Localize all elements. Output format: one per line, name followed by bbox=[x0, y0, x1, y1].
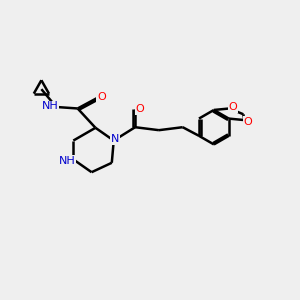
Text: NH: NH bbox=[42, 101, 59, 111]
Text: O: O bbox=[244, 117, 253, 127]
Text: O: O bbox=[97, 92, 106, 102]
Text: N: N bbox=[111, 134, 119, 144]
Text: O: O bbox=[135, 104, 144, 114]
Text: O: O bbox=[229, 102, 238, 112]
Text: NH: NH bbox=[58, 156, 75, 166]
